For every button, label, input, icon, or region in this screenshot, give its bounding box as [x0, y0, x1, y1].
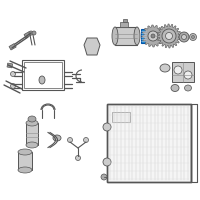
Bar [115, 27, 137, 45]
Ellipse shape [18, 167, 32, 173]
Ellipse shape [162, 29, 176, 43]
Bar [112, 112, 130, 122]
Ellipse shape [112, 27, 118, 45]
Ellipse shape [134, 27, 140, 45]
Bar [107, 104, 191, 182]
Bar [107, 104, 191, 182]
Ellipse shape [184, 85, 192, 91]
Ellipse shape [18, 149, 32, 155]
Ellipse shape [68, 138, 72, 142]
Bar [22, 60, 64, 90]
Ellipse shape [171, 84, 179, 92]
Ellipse shape [190, 33, 196, 40]
Polygon shape [84, 38, 100, 55]
Ellipse shape [29, 31, 33, 35]
Ellipse shape [84, 138, 88, 142]
Ellipse shape [179, 32, 189, 42]
Ellipse shape [76, 156, 80, 160]
Ellipse shape [148, 31, 158, 41]
Ellipse shape [160, 64, 170, 72]
Ellipse shape [32, 31, 36, 35]
Bar [7, 63, 13, 68]
Ellipse shape [151, 34, 155, 38]
Bar [18, 152, 32, 170]
Bar [172, 62, 194, 82]
Bar [26, 123, 38, 145]
Ellipse shape [10, 72, 16, 76]
Ellipse shape [53, 135, 61, 141]
Bar [24, 62, 62, 88]
Polygon shape [157, 24, 181, 48]
Ellipse shape [39, 76, 45, 84]
Ellipse shape [103, 158, 111, 166]
Bar [120, 22, 128, 27]
Ellipse shape [28, 116, 36, 122]
Bar [9, 44, 16, 50]
Bar [123, 19, 127, 22]
Ellipse shape [184, 71, 192, 79]
Ellipse shape [26, 120, 38, 126]
Ellipse shape [101, 174, 107, 180]
Ellipse shape [26, 142, 38, 148]
Ellipse shape [192, 36, 194, 38]
Ellipse shape [166, 32, 172, 40]
Ellipse shape [103, 123, 111, 131]
Ellipse shape [174, 66, 182, 74]
Bar [141, 29, 146, 43]
Bar [24, 32, 31, 38]
Ellipse shape [10, 84, 16, 88]
Polygon shape [142, 25, 164, 47]
Ellipse shape [182, 34, 186, 40]
